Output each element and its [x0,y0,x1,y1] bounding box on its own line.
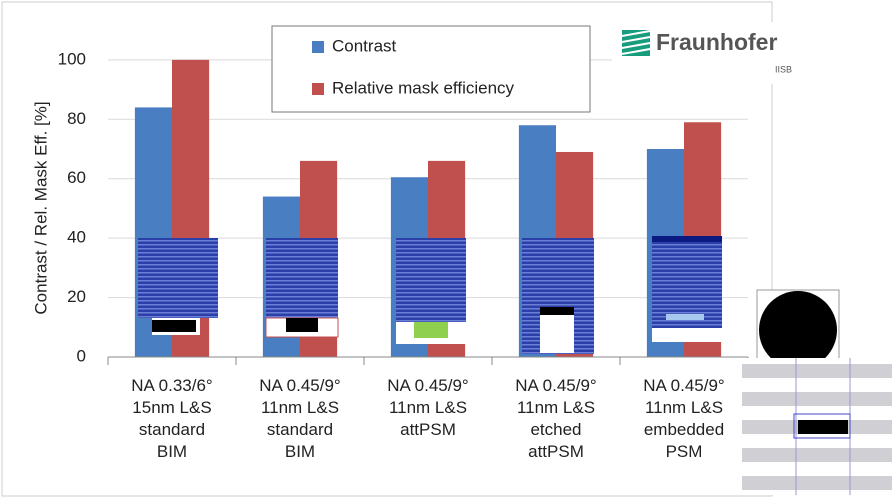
logo-mark [622,30,650,56]
legend-swatch [312,41,324,53]
y-axis-label: Contrast / Rel. Mask Eff. [%] [31,101,50,314]
mask-stack [396,238,466,344]
logo-subtext: IISB [775,64,792,74]
legend-label: Relative mask efficiency [332,78,515,97]
y-tick-label: 0 [77,346,86,365]
y-tick-label: 80 [67,109,86,128]
chart: Contrast / Rel. Mask Eff. [%] 0 20 40 60 80 1… [0,0,892,501]
mask-stack [266,238,338,337]
aerial-image [742,358,892,495]
logo-text: Fraunhofer [656,29,777,55]
y-tick-label: 100 [58,49,86,68]
y-tick-label: 40 [67,228,86,247]
legend-swatch [312,83,324,95]
y-tick-label: 60 [67,168,86,187]
legend-label: Contrast [332,36,397,55]
legend [272,26,590,112]
y-tick-label: 20 [67,287,86,306]
mask-stack [652,236,722,342]
mask-stack [522,238,594,354]
